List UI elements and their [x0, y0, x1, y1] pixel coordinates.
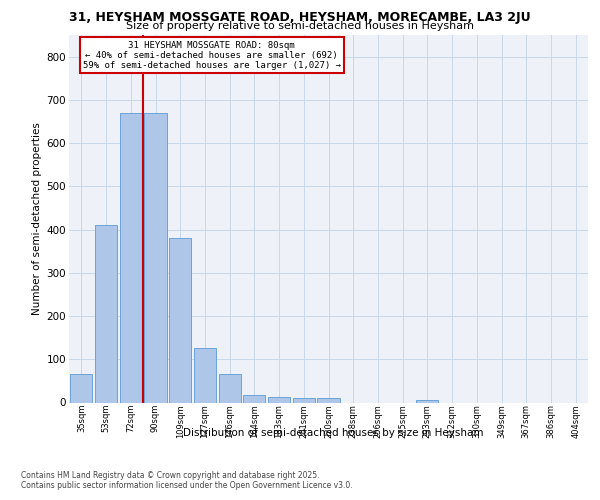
Bar	[70, 374, 92, 402]
Text: 31 HEYSHAM MOSSGATE ROAD: 80sqm
← 40% of semi-detached houses are smaller (692)
: 31 HEYSHAM MOSSGATE ROAD: 80sqm ← 40% of…	[83, 40, 341, 70]
Bar	[169, 238, 191, 402]
Bar	[293, 398, 315, 402]
Bar	[268, 398, 290, 402]
Bar	[218, 374, 241, 402]
Text: Contains HM Land Registry data © Crown copyright and database right 2025.: Contains HM Land Registry data © Crown c…	[21, 471, 320, 480]
Bar	[194, 348, 216, 403]
Bar	[243, 394, 265, 402]
Bar	[416, 400, 439, 402]
Text: Size of property relative to semi-detached houses in Heysham: Size of property relative to semi-detach…	[126, 21, 474, 31]
Bar	[317, 398, 340, 402]
Bar	[145, 113, 167, 403]
Text: Contains public sector information licensed under the Open Government Licence v3: Contains public sector information licen…	[21, 481, 353, 490]
Bar	[119, 113, 142, 403]
Text: 31, HEYSHAM MOSSGATE ROAD, HEYSHAM, MORECAMBE, LA3 2JU: 31, HEYSHAM MOSSGATE ROAD, HEYSHAM, MORE…	[69, 11, 531, 24]
Y-axis label: Number of semi-detached properties: Number of semi-detached properties	[32, 122, 43, 315]
Text: Distribution of semi-detached houses by size in Heysham: Distribution of semi-detached houses by …	[183, 428, 483, 438]
Bar	[95, 225, 117, 402]
